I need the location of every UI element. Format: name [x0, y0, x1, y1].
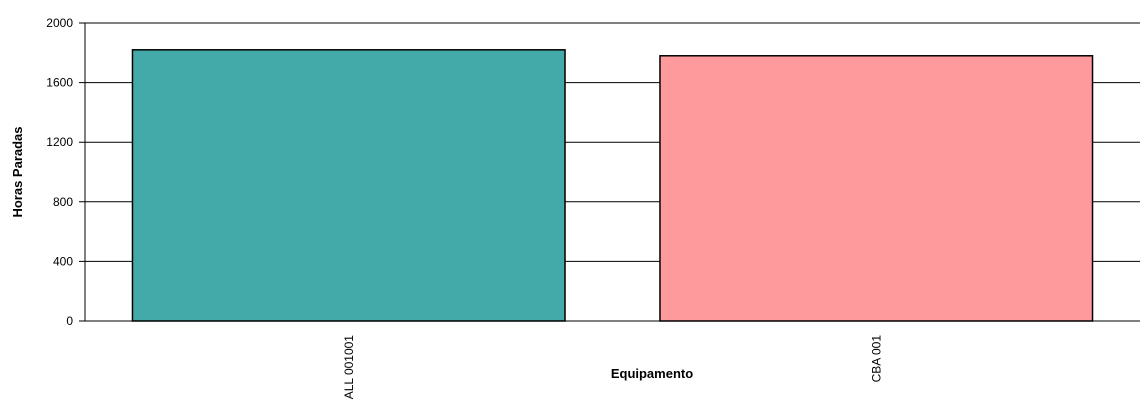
x-tick-labels: ALL 001001 CBA 001: [342, 335, 884, 400]
x-axis-title: Equipamento: [611, 366, 693, 381]
bar: [659, 55, 1094, 322]
y-tick-label: 2000: [46, 16, 73, 30]
y-tick-label: 400: [53, 254, 73, 268]
x-tick-label: CBA 001: [869, 335, 883, 383]
y-tick-label: 1600: [46, 76, 73, 90]
y-tick-label: 1200: [46, 135, 73, 149]
y-tick-labels: 0 400 800 1200 1600 2000: [46, 16, 73, 328]
x-tick-label: ALL 001001: [342, 335, 356, 400]
y-axis-title: Horas Paradas: [10, 126, 25, 217]
y-tick-label: 0: [66, 314, 73, 328]
axes: [84, 23, 1140, 322]
bar: [131, 49, 566, 322]
bars: [131, 49, 1094, 322]
y-tick-label: 800: [53, 195, 73, 209]
